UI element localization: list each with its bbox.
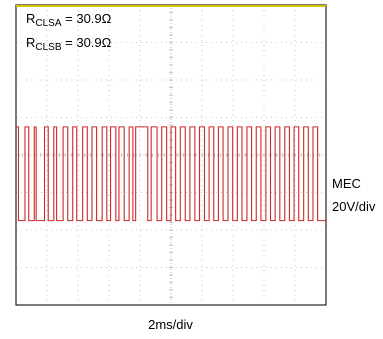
channel-name: MEC — [332, 176, 361, 191]
channel-scale: 20V/div — [332, 199, 376, 214]
timebase-label: 2ms/div — [148, 317, 193, 332]
rclsa-annotation: RCLSA = 30.9Ω — [26, 11, 112, 29]
rclsb-annotation: RCLSB = 30.9Ω — [26, 35, 112, 53]
mec-trace — [16, 126, 326, 222]
series-line-mec — [16, 126, 326, 222]
